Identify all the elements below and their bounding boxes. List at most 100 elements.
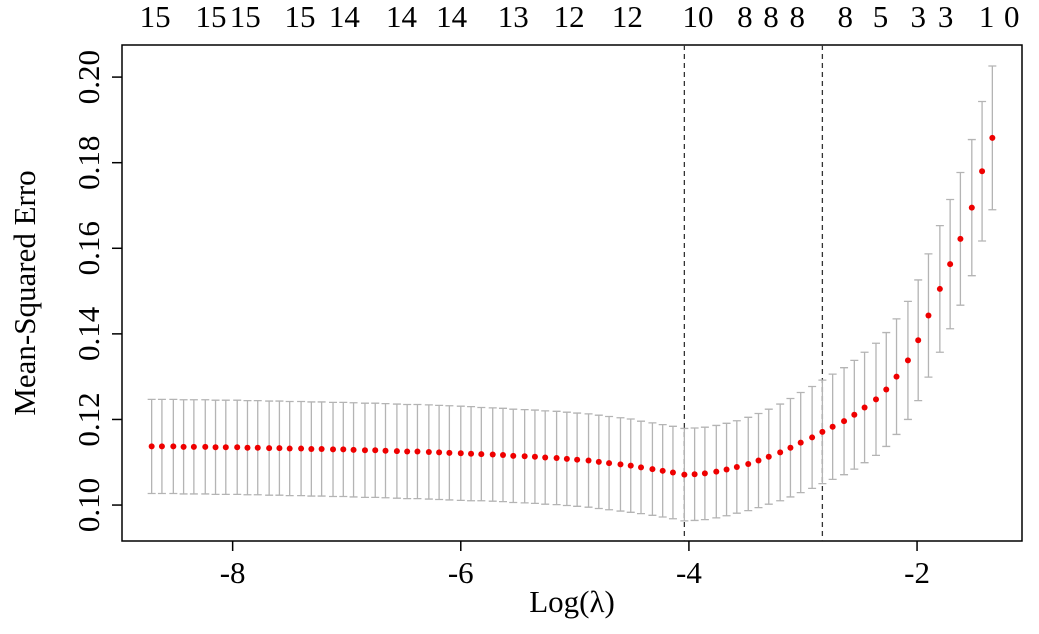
point bbox=[627, 462, 634, 469]
point bbox=[404, 448, 411, 455]
top-tick-label: 0 bbox=[1004, 0, 1020, 34]
point bbox=[595, 458, 602, 465]
point bbox=[148, 443, 155, 450]
point bbox=[606, 460, 613, 467]
point bbox=[713, 468, 720, 475]
point bbox=[190, 443, 197, 450]
point bbox=[659, 467, 666, 474]
point bbox=[925, 312, 932, 319]
point bbox=[669, 469, 676, 476]
point bbox=[563, 455, 570, 462]
point bbox=[308, 445, 315, 452]
point bbox=[797, 439, 804, 446]
y-tick-label: 0.20 bbox=[71, 50, 106, 104]
point bbox=[425, 448, 432, 455]
point bbox=[893, 373, 900, 380]
point bbox=[851, 411, 858, 418]
top-tick-label: 14 bbox=[436, 0, 468, 34]
point bbox=[318, 445, 325, 452]
point bbox=[436, 449, 443, 456]
point bbox=[340, 446, 347, 453]
y-tick-label: 0.16 bbox=[71, 221, 106, 275]
point bbox=[733, 463, 740, 470]
point bbox=[765, 453, 772, 460]
top-tick-label: 8 bbox=[763, 0, 779, 34]
point bbox=[478, 451, 485, 458]
top-tick-label: 8 bbox=[737, 0, 753, 34]
y-tick-label: 0.18 bbox=[71, 136, 106, 190]
x-axis-label: Log(λ) bbox=[529, 584, 615, 619]
point bbox=[330, 446, 337, 453]
point bbox=[755, 457, 762, 464]
point bbox=[574, 456, 581, 463]
point bbox=[286, 445, 293, 452]
point bbox=[521, 453, 528, 460]
point bbox=[382, 447, 389, 454]
point bbox=[915, 337, 922, 344]
point bbox=[361, 447, 368, 454]
point bbox=[745, 460, 752, 467]
point bbox=[957, 235, 964, 242]
point bbox=[393, 448, 400, 455]
top-tick-label: 3 bbox=[910, 0, 926, 34]
point bbox=[499, 451, 506, 458]
point bbox=[872, 396, 879, 403]
point bbox=[723, 466, 730, 473]
point bbox=[883, 386, 890, 393]
point bbox=[254, 444, 261, 451]
point bbox=[617, 461, 624, 468]
point bbox=[553, 454, 560, 461]
top-tick-label: 3 bbox=[938, 0, 954, 34]
top-tick-label: 13 bbox=[498, 0, 529, 34]
point bbox=[414, 448, 421, 455]
top-tick-label: 10 bbox=[683, 0, 714, 34]
point bbox=[701, 470, 708, 477]
point bbox=[787, 444, 794, 451]
point bbox=[457, 450, 464, 457]
point bbox=[222, 444, 229, 451]
point bbox=[531, 453, 538, 460]
point bbox=[904, 357, 911, 364]
top-tick-label: 15 bbox=[284, 0, 315, 34]
point bbox=[180, 443, 187, 450]
point bbox=[446, 449, 453, 456]
point bbox=[212, 444, 219, 451]
point bbox=[841, 418, 848, 425]
point bbox=[829, 423, 836, 430]
y-tick-label: 0.12 bbox=[71, 392, 106, 446]
point bbox=[861, 404, 868, 411]
x-tick-label: -4 bbox=[676, 555, 702, 590]
x-tick-label: -8 bbox=[220, 555, 246, 590]
point bbox=[510, 452, 517, 459]
point bbox=[542, 454, 549, 461]
point bbox=[681, 471, 688, 478]
point bbox=[968, 204, 975, 211]
y-tick-label: 0.14 bbox=[71, 306, 106, 361]
point bbox=[936, 285, 943, 292]
y-axis-label: Mean-Squared Erro bbox=[7, 170, 42, 415]
point bbox=[234, 444, 241, 451]
point bbox=[266, 445, 273, 452]
point bbox=[809, 434, 816, 441]
point bbox=[638, 464, 645, 471]
point bbox=[372, 447, 379, 454]
top-tick-label: 14 bbox=[386, 0, 418, 34]
point bbox=[276, 445, 283, 452]
point bbox=[819, 428, 826, 435]
point bbox=[489, 451, 496, 458]
point bbox=[350, 446, 357, 453]
top-tick-label: 14 bbox=[329, 0, 361, 34]
x-tick-label: -2 bbox=[904, 555, 930, 590]
point bbox=[649, 466, 656, 473]
top-tick-label: 8 bbox=[837, 0, 853, 34]
point bbox=[170, 443, 177, 450]
top-tick-label: 12 bbox=[612, 0, 643, 34]
point bbox=[298, 445, 305, 452]
x-tick-label: -6 bbox=[448, 555, 474, 590]
y-tick-label: 0.10 bbox=[71, 478, 106, 532]
top-tick-label: 15 bbox=[140, 0, 171, 34]
point bbox=[244, 444, 251, 451]
point bbox=[202, 443, 209, 450]
